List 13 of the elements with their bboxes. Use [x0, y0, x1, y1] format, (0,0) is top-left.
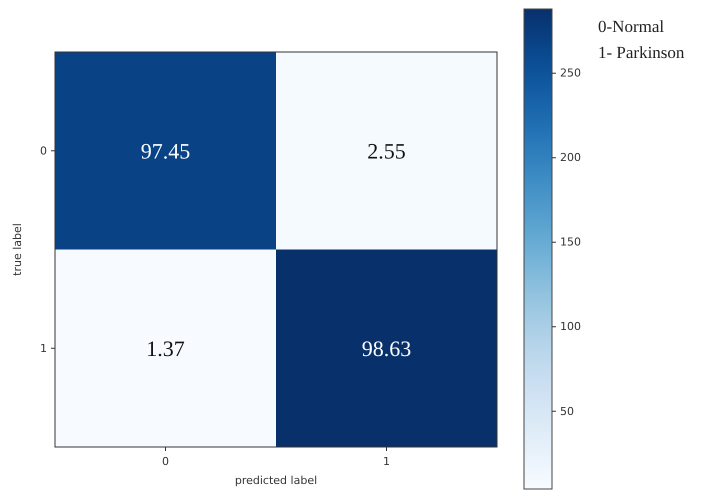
annotation: 97.45 — [140, 138, 190, 164]
color-bar-label: 200 — [560, 151, 581, 164]
color-bar-label: 100 — [560, 320, 581, 334]
annotation: 1.37 — [146, 336, 185, 361]
annotation: 98.63 — [362, 336, 412, 361]
color-bar-label: 250 — [560, 66, 581, 80]
color-bar-label: 50 — [560, 404, 574, 418]
text: 0-Normal — [598, 17, 664, 36]
text: 1- Parkinson — [598, 43, 685, 62]
y-axis-title: true label — [11, 223, 24, 276]
x-axis-title: predicted label — [234, 474, 318, 487]
color-bar-label: 150 — [560, 236, 581, 249]
annotation: 2.55 — [367, 138, 406, 164]
